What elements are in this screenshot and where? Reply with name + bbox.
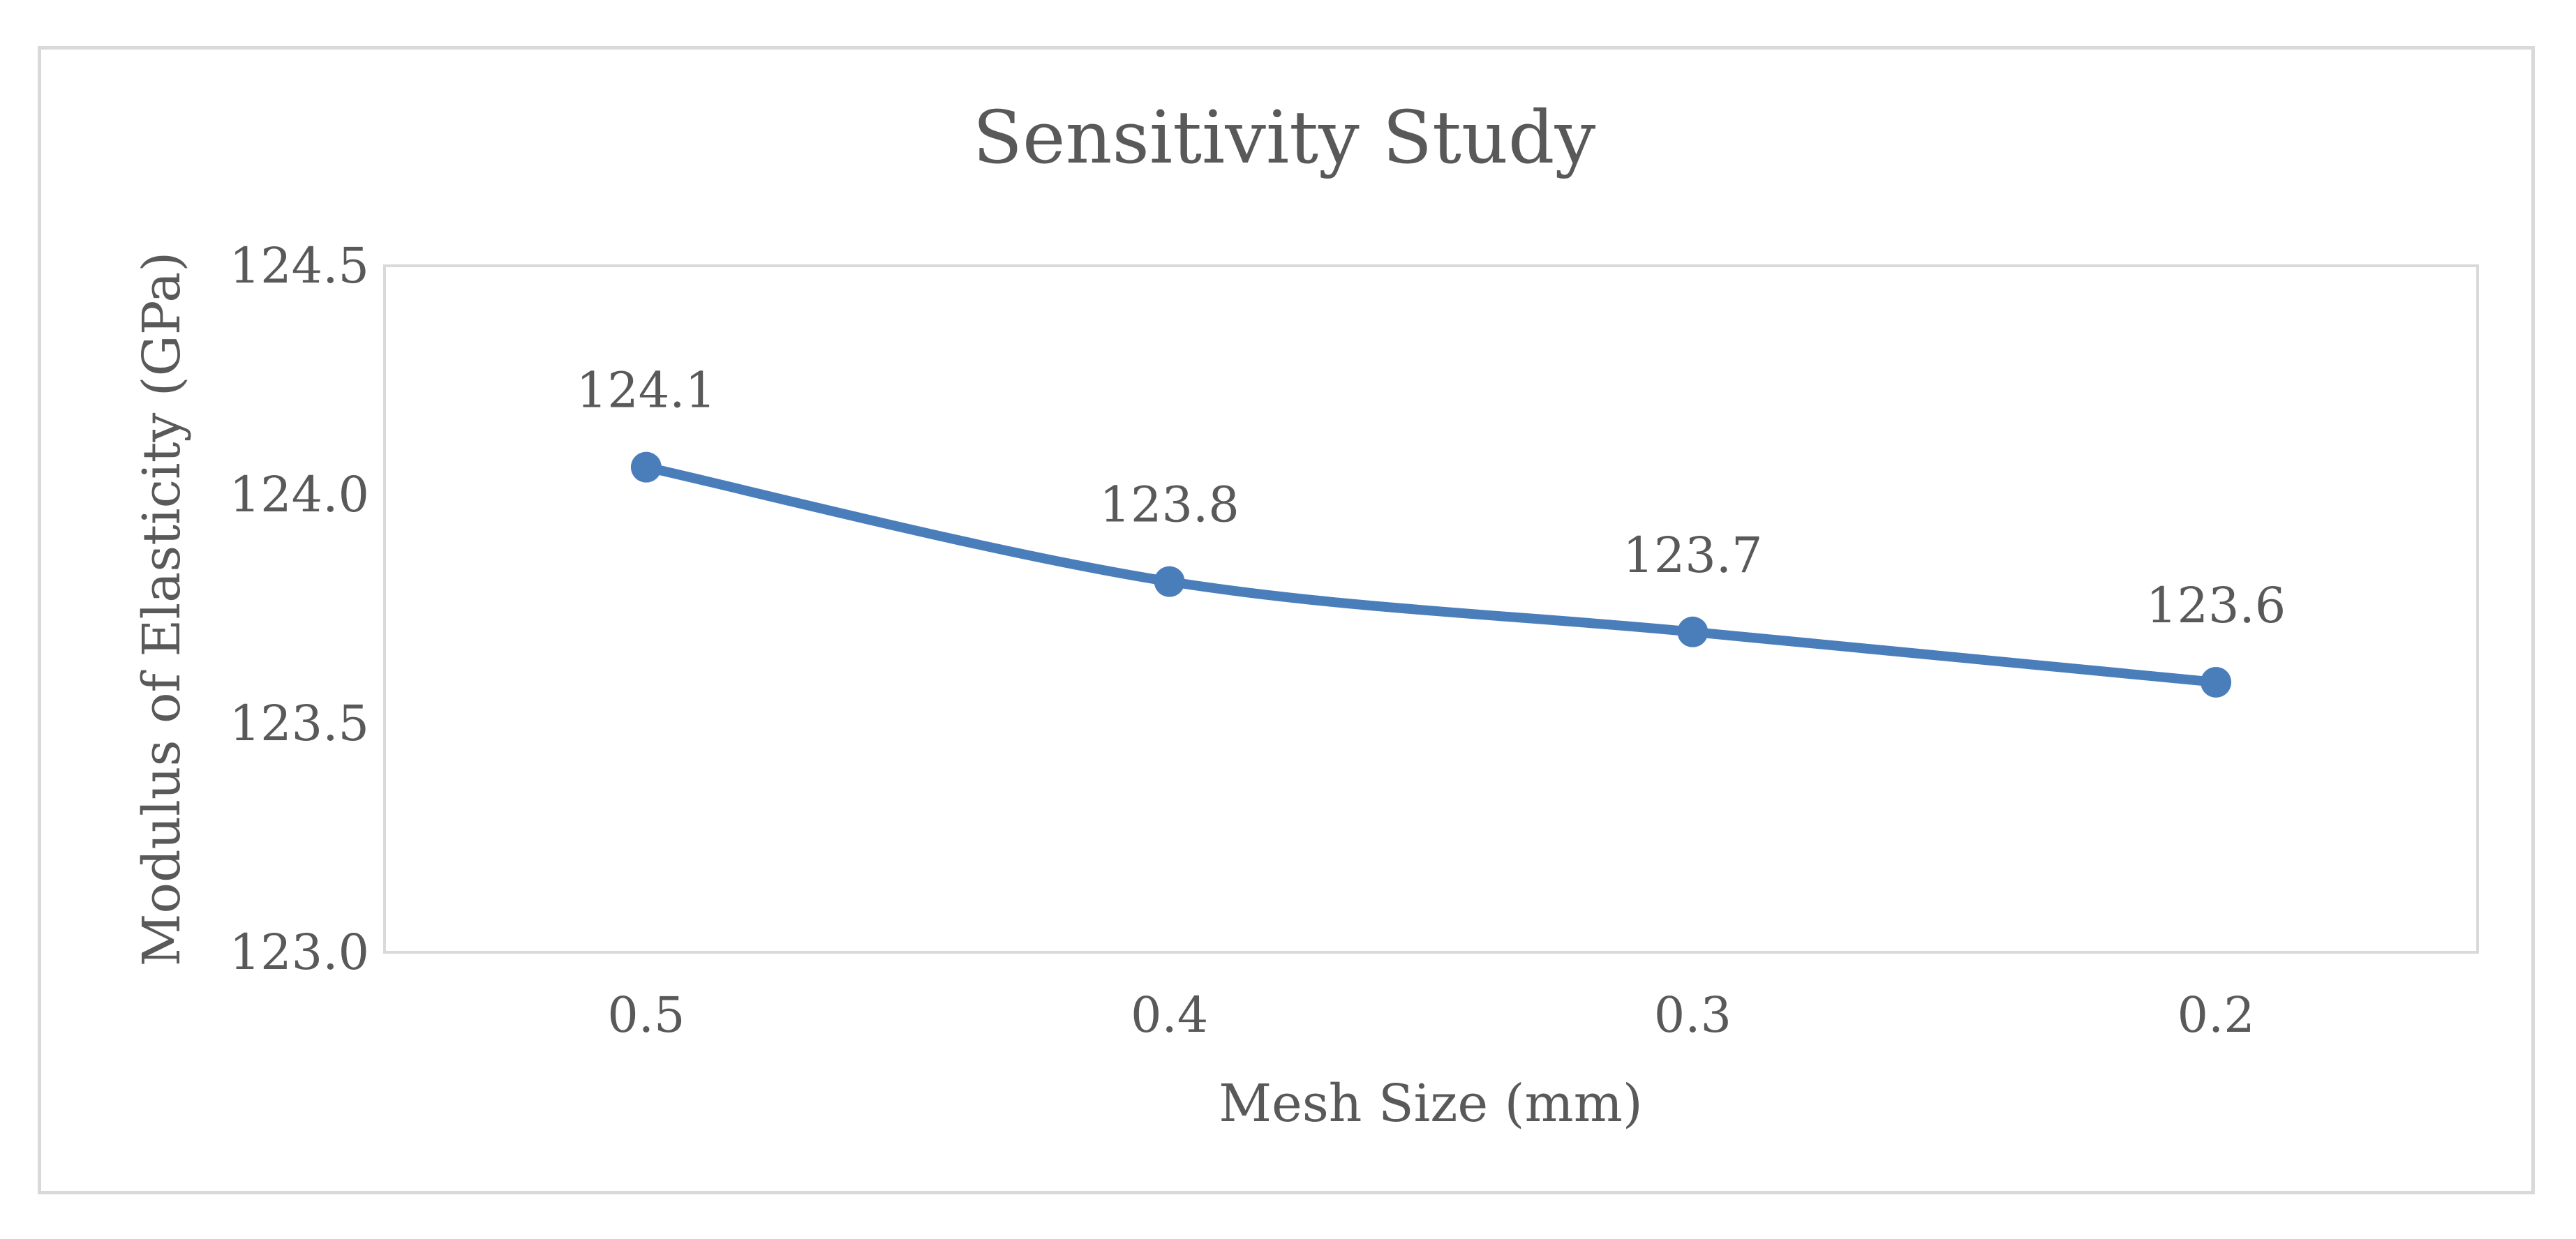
y-tick-label: 123.5 <box>230 695 369 752</box>
data-point <box>630 451 662 483</box>
data-label: 124.1 <box>576 362 716 419</box>
data-label: 123.7 <box>1623 527 1762 584</box>
chart-svg: Sensitivity Study 123.0 123.5 124.0 124.5 0… <box>132 95 2479 1134</box>
x-tick-label: 0.4 <box>1131 986 1208 1044</box>
data-point <box>2201 666 2232 698</box>
x-tick-label: 0.3 <box>1654 986 1732 1044</box>
x-tick-label: 0.2 <box>2177 986 2254 1044</box>
y-tick-label: 123.0 <box>230 924 369 981</box>
x-axis-label: Mesh Size (mm) <box>1219 1074 1642 1134</box>
y-tick-label: 124.5 <box>230 237 369 294</box>
x-tick-label: 0.5 <box>607 986 685 1044</box>
data-label: 123.6 <box>2146 577 2286 634</box>
y-axis-label: Modulus of Elasticity (GPa) <box>132 252 192 966</box>
data-label: 123.8 <box>1099 476 1239 534</box>
data-point <box>1677 616 1708 647</box>
series-layer: 124.1 123.8 123.7 123.6 <box>576 362 2286 698</box>
chart-title: Sensitivity Study <box>973 95 1596 180</box>
y-axis-ticks: 123.0 123.5 124.0 124.5 <box>230 237 369 981</box>
series-line <box>641 462 2221 687</box>
x-axis-ticks: 0.5 0.4 0.3 0.2 <box>607 986 2255 1044</box>
y-tick-label: 124.0 <box>230 466 369 523</box>
chart-frame: Sensitivity Study 123.0 123.5 124.0 124.5 0… <box>38 46 2535 1194</box>
data-point <box>1154 566 1185 597</box>
